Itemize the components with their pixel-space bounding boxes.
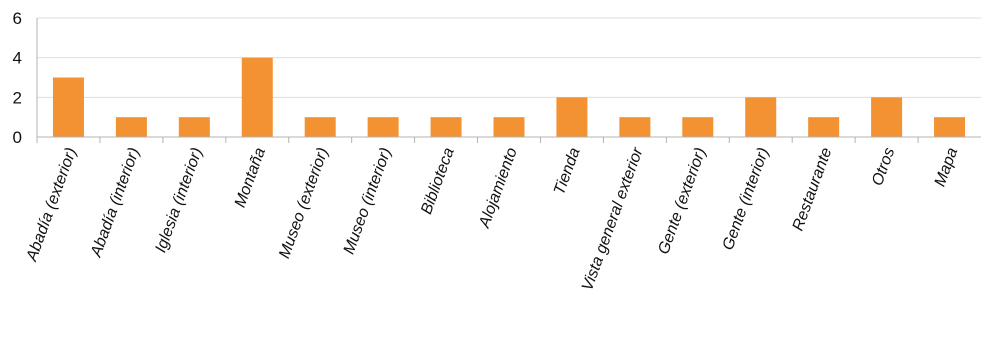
bars [52,57,966,137]
x-category-label: Iglesia (interior) [152,146,206,255]
x-category-label: Mapa [932,145,962,189]
axes [36,18,981,143]
y-tick-label: 2 [13,88,22,107]
x-category-label: Biblioteca [418,145,458,216]
bar [367,117,399,137]
bar [556,97,588,137]
y-tick-labels: 0 2 4 6 [13,9,22,147]
bar [808,117,840,137]
bar [934,117,966,137]
gridlines [37,17,981,98]
x-category-label: Abadía (interior) [88,146,144,261]
bar [241,57,273,137]
x-category-label: Museo (exterior) [276,146,332,261]
x-category-label: Alojamiento [476,145,521,230]
x-category-label: Tienda [551,145,584,197]
bar [430,117,462,137]
x-category-label: Vista general exterior [579,145,647,293]
bar [304,117,336,137]
bar [493,117,525,137]
y-tick-label: 4 [13,49,22,68]
y-tick-label: 6 [13,9,22,28]
bar [52,77,84,137]
x-category-label: Gente (exterior) [655,146,709,257]
bar [115,117,147,137]
x-category-label: Museo (interior) [341,146,395,257]
x-category-label: Gente (interior) [720,146,773,253]
x-category-label: Abadía (exterior) [23,146,80,265]
category-labels: Abadía (exterior) Abadía (interior) Iglesi… [23,145,961,293]
bar [745,97,777,137]
x-category-label: Otros [869,146,898,189]
bar [682,117,714,137]
x-category-label: Montaña [232,145,269,209]
x-category-label: Restaurante [790,145,836,233]
bar [619,117,651,137]
y-tick-label: 0 [13,128,22,147]
bar [178,117,210,137]
bar [871,97,903,137]
